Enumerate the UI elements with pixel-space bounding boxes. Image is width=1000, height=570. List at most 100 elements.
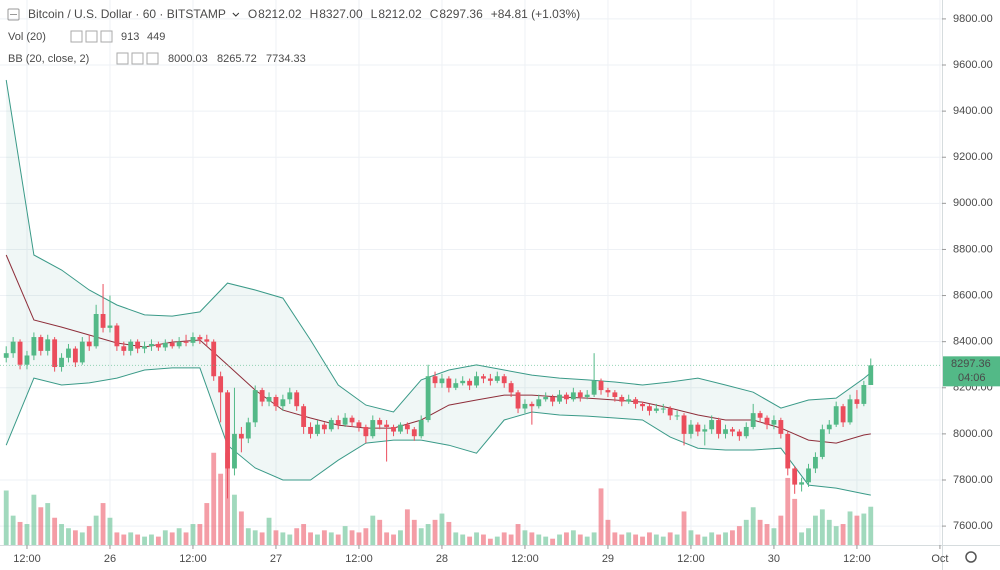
candle-body [750, 413, 756, 427]
volume-bar [785, 477, 791, 545]
symbol-title[interactable]: Bitcoin / U.S. Dollar · 60 · BITSTAMP [28, 7, 226, 21]
bb-legend-name[interactable]: BB (20, close, 2) [8, 53, 89, 65]
volume-bar [653, 534, 659, 545]
volume-legend-name[interactable]: Vol (20) [8, 31, 46, 43]
candle-body [142, 346, 147, 349]
volume-bar [3, 490, 9, 545]
volume-bar [411, 519, 417, 545]
candle-body [183, 341, 189, 343]
collapse-icon[interactable] [7, 8, 20, 21]
candle-body [674, 415, 680, 417]
candle-body [743, 426, 749, 437]
y-tick-label: 8400.00 [953, 336, 993, 348]
y-tick-label: 9400.00 [953, 105, 993, 117]
candle-body [245, 422, 251, 439]
close-icon[interactable] [146, 52, 159, 65]
volume-bar [688, 530, 694, 545]
volume-bar [702, 536, 708, 545]
volume-bar [584, 536, 590, 545]
candle-body [190, 337, 196, 343]
candle-body [695, 424, 701, 432]
eye-icon[interactable] [116, 52, 129, 65]
close-icon[interactable] [100, 30, 113, 43]
volume-bar [211, 452, 217, 545]
volume-bar [840, 524, 846, 545]
candle-body [453, 383, 459, 388]
candle-body [626, 399, 632, 402]
candle-body [349, 417, 355, 423]
x-tick-label: 12:00 [179, 553, 207, 565]
volume-bar [736, 526, 742, 545]
legend-icons [70, 30, 159, 65]
x-tick-label: 28 [436, 553, 448, 565]
volume-bar [453, 532, 459, 545]
candle-body [114, 325, 120, 347]
candle-body [38, 337, 44, 351]
candle-body [792, 468, 798, 485]
candle-body [826, 424, 832, 430]
settings-icon[interactable] [85, 30, 98, 43]
candle-body [418, 420, 424, 437]
candle-body [259, 390, 265, 402]
volume-bar [515, 524, 521, 545]
volume-bar [695, 534, 701, 545]
candle-body [204, 339, 210, 342]
volume-bar [391, 534, 396, 545]
candle-body [667, 408, 673, 416]
candle-body [197, 337, 203, 340]
settings-icon[interactable] [131, 52, 144, 65]
candle-body [481, 376, 486, 379]
candle-body [363, 426, 369, 437]
candle-body [709, 420, 715, 430]
volume-bar [536, 534, 542, 545]
volume-bar [294, 528, 300, 545]
volume-bar [10, 515, 16, 545]
x-tick-label: Oct [931, 553, 948, 565]
eye-icon[interactable] [70, 30, 83, 43]
candle-body [238, 433, 244, 439]
y-tick-label: 9800.00 [953, 13, 993, 25]
volume-bar [861, 513, 867, 545]
settings-gear[interactable] [965, 551, 977, 563]
x-tick-label: 26 [104, 553, 116, 565]
candle-body [121, 346, 127, 351]
volume-bar [432, 519, 438, 545]
candle-body [819, 429, 825, 457]
candle-body [225, 392, 230, 469]
volume-bar [557, 534, 562, 545]
y-tick-label: 8600.00 [953, 289, 993, 301]
volume-bar [446, 521, 452, 545]
candle-body [404, 424, 410, 430]
volume-bar [640, 536, 645, 545]
volume-bar [135, 534, 141, 545]
volume-bar [757, 519, 763, 545]
volume-bar [232, 494, 237, 545]
candle-body [169, 342, 175, 347]
candle-body [633, 399, 639, 404]
candle-body [335, 420, 341, 425]
candle-body [86, 341, 92, 347]
volume-bar [315, 534, 320, 545]
volume-bar [24, 524, 30, 545]
volume-bar [633, 534, 639, 545]
volume-bar [591, 532, 597, 545]
volume-bar [577, 534, 583, 545]
candle-body [398, 424, 403, 432]
candle-body [301, 406, 307, 427]
candle-body [522, 403, 528, 409]
candle-body [557, 394, 562, 402]
candle-body [736, 431, 742, 437]
candle-body [508, 383, 514, 393]
candle-body [446, 378, 452, 388]
candle-body [467, 380, 473, 386]
candle-body [162, 342, 168, 348]
volume-bar [225, 452, 230, 545]
volume-bar [321, 530, 327, 545]
volume-bar [792, 498, 798, 545]
volume-bar [660, 536, 666, 545]
volume-bar [522, 530, 528, 545]
volume-bar [570, 530, 576, 545]
candle-body [806, 468, 811, 483]
